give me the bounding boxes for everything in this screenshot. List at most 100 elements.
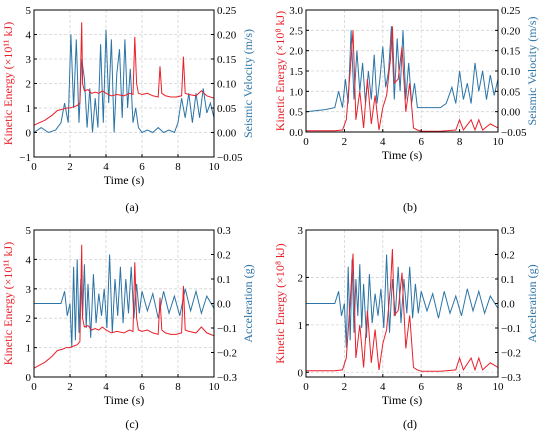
y-left-tick-label: 4	[26, 30, 32, 42]
y-left-tick-label: 0	[26, 372, 32, 384]
x-tick-label: 6	[139, 381, 145, 393]
panel-caption: (d)	[403, 417, 417, 431]
y-left-tick-label: 5	[26, 5, 32, 17]
y-right-tick-label: 0.1	[501, 274, 515, 286]
x-tick-label: 10	[493, 381, 505, 393]
y-left-tick-label: 0.0	[289, 127, 303, 139]
panel-caption: (b)	[403, 200, 417, 214]
y-right-axis-label: Seismic Velocity (m/s)	[525, 16, 539, 125]
y-right-tick-label: 0.0	[217, 299, 231, 311]
y-left-tick-label: 2	[26, 313, 32, 325]
x-tick-label: 2	[342, 381, 348, 393]
y-right-tick-label: −0.2	[217, 348, 237, 360]
y-right-tick-label: −0.3	[217, 372, 237, 384]
y-right-tick-label: 0.00	[217, 128, 237, 140]
y-right-tick-label: 0.15	[501, 46, 521, 58]
y-left-tick-label: 0	[298, 367, 304, 379]
y-right-tick-label: −0.05	[217, 152, 243, 164]
secondary-series-line	[306, 254, 498, 348]
y-left-tick-label: 5	[26, 225, 32, 237]
x-tick-label: 0	[303, 136, 309, 148]
y-left-tick-label: 1.5	[289, 66, 303, 78]
y-right-tick-label: 0.10	[501, 66, 521, 78]
y-left-tick-label: 1	[26, 343, 32, 355]
y-left-tick-label: 2.5	[289, 25, 303, 37]
chart-panel-1: 0 2 4 6 8 10−1012345−0.050.000.050.100.150.20…	[1, 5, 255, 214]
x-tick-label: 8	[457, 136, 463, 148]
x-tick-label: 6	[418, 381, 424, 393]
x-axis-label: Time (s)	[104, 393, 145, 407]
y-right-tick-label: 0.2	[501, 250, 515, 262]
y-left-tick-label: 3	[26, 284, 32, 296]
y-right-tick-label: 0.10	[217, 79, 237, 91]
y-left-axis-label: Kinetic Energy (×10¹¹ kJ)	[1, 22, 15, 145]
x-axis-label: Time (s)	[382, 148, 423, 162]
y-right-axis-label: Seismic Velocity (m/s)	[241, 29, 255, 138]
y-right-axis-label: Acceleration (g)	[241, 264, 255, 342]
y-right-tick-label: 0.00	[501, 107, 521, 119]
secondary-series-line	[306, 26, 498, 113]
x-axis-label: Time (s)	[382, 393, 423, 407]
y-right-tick-label: −0.2	[501, 348, 521, 360]
y-right-tick-label: 0.15	[217, 54, 237, 66]
y-right-tick-label: 0.20	[501, 25, 521, 37]
y-left-tick-label: 3.0	[289, 5, 303, 17]
y-left-tick-label: 2.0	[289, 46, 303, 58]
x-tick-label: 10	[493, 136, 505, 148]
energy-series-line	[306, 26, 498, 132]
y-right-tick-label: −0.3	[501, 372, 521, 384]
energy-series-line	[306, 248, 498, 372]
x-tick-label: 10	[209, 381, 221, 393]
x-tick-label: 8	[457, 381, 463, 393]
x-tick-label: 8	[175, 161, 181, 173]
chart-panel-3: 0 2 4 6 8 10 0 1 2 3 4 5 −0.3 −0.2 −0.1 0.0 0.1 0.2 0.3 Tim…	[1, 225, 255, 431]
y-left-tick-label: −1	[19, 152, 31, 164]
y-right-tick-label: 0.25	[217, 5, 237, 17]
x-tick-label: 6	[139, 161, 145, 173]
y-right-tick-label: 0.05	[501, 86, 521, 98]
x-axis-label: Time (s)	[104, 173, 145, 187]
energy-series-line	[34, 22, 214, 126]
y-right-tick-label: 0.3	[217, 225, 231, 237]
y-right-tick-label: 0.25	[501, 5, 521, 17]
chart-panel-2: 0 2 4 6 8 10 0.0 0.5 1.0 1.5 2.0 2.5 3.0 −0.05 0.00 0.0…	[273, 5, 539, 214]
x-tick-label: 2	[67, 381, 73, 393]
y-left-tick-label: 1.0	[289, 86, 303, 98]
y-right-axis-label: Acceleration (g)	[525, 264, 539, 342]
y-left-tick-label: 1	[26, 103, 32, 115]
y-left-tick-label: 2	[26, 79, 32, 91]
x-tick-label: 2	[342, 136, 348, 148]
y-right-tick-label: 0.05	[217, 103, 237, 115]
y-right-tick-label: 0.3	[501, 225, 515, 237]
y-left-axis-label: Kinetic Energy (×10⁸ kJ)	[273, 243, 287, 363]
y-right-tick-label: 0.20	[217, 30, 237, 42]
x-tick-label: 4	[103, 381, 109, 393]
energy-series-line	[34, 244, 214, 369]
y-left-tick-label: 1	[298, 320, 304, 332]
x-tick-label: 4	[380, 136, 386, 148]
y-right-tick-label: 0.2	[217, 250, 231, 262]
x-tick-label: 4	[103, 161, 109, 173]
secondary-series-line	[34, 29, 214, 134]
x-tick-label: 6	[418, 136, 424, 148]
x-tick-label: 10	[209, 161, 221, 173]
secondary-series-line	[34, 254, 214, 348]
y-right-tick-label: −0.1	[501, 323, 521, 335]
x-tick-label: 0	[31, 161, 37, 173]
y-left-tick-label: 2	[298, 272, 304, 284]
y-left-tick-label: 3	[298, 225, 304, 237]
panel-caption: (a)	[125, 200, 138, 214]
chart-panel-4: 0 2 4 6 8 10 0 1 2 3 −0.3 −0.2 −0.1 0.0 0.1 0.2 0.3 Time …	[273, 225, 539, 431]
x-tick-label: 8	[175, 381, 181, 393]
x-tick-label: 0	[31, 381, 37, 393]
y-right-tick-label: −0.05	[501, 127, 527, 139]
y-left-tick-label: 0	[26, 128, 32, 140]
x-tick-label: 4	[380, 381, 386, 393]
y-right-tick-label: 0.1	[217, 274, 231, 286]
y-left-tick-label: 4	[26, 254, 32, 266]
y-right-tick-label: 0.0	[501, 299, 515, 311]
y-left-axis-label: Kinetic Energy (×10⁸ kJ)	[273, 11, 287, 131]
y-right-tick-label: −0.1	[217, 323, 237, 335]
y-left-tick-label: 3	[26, 54, 32, 66]
